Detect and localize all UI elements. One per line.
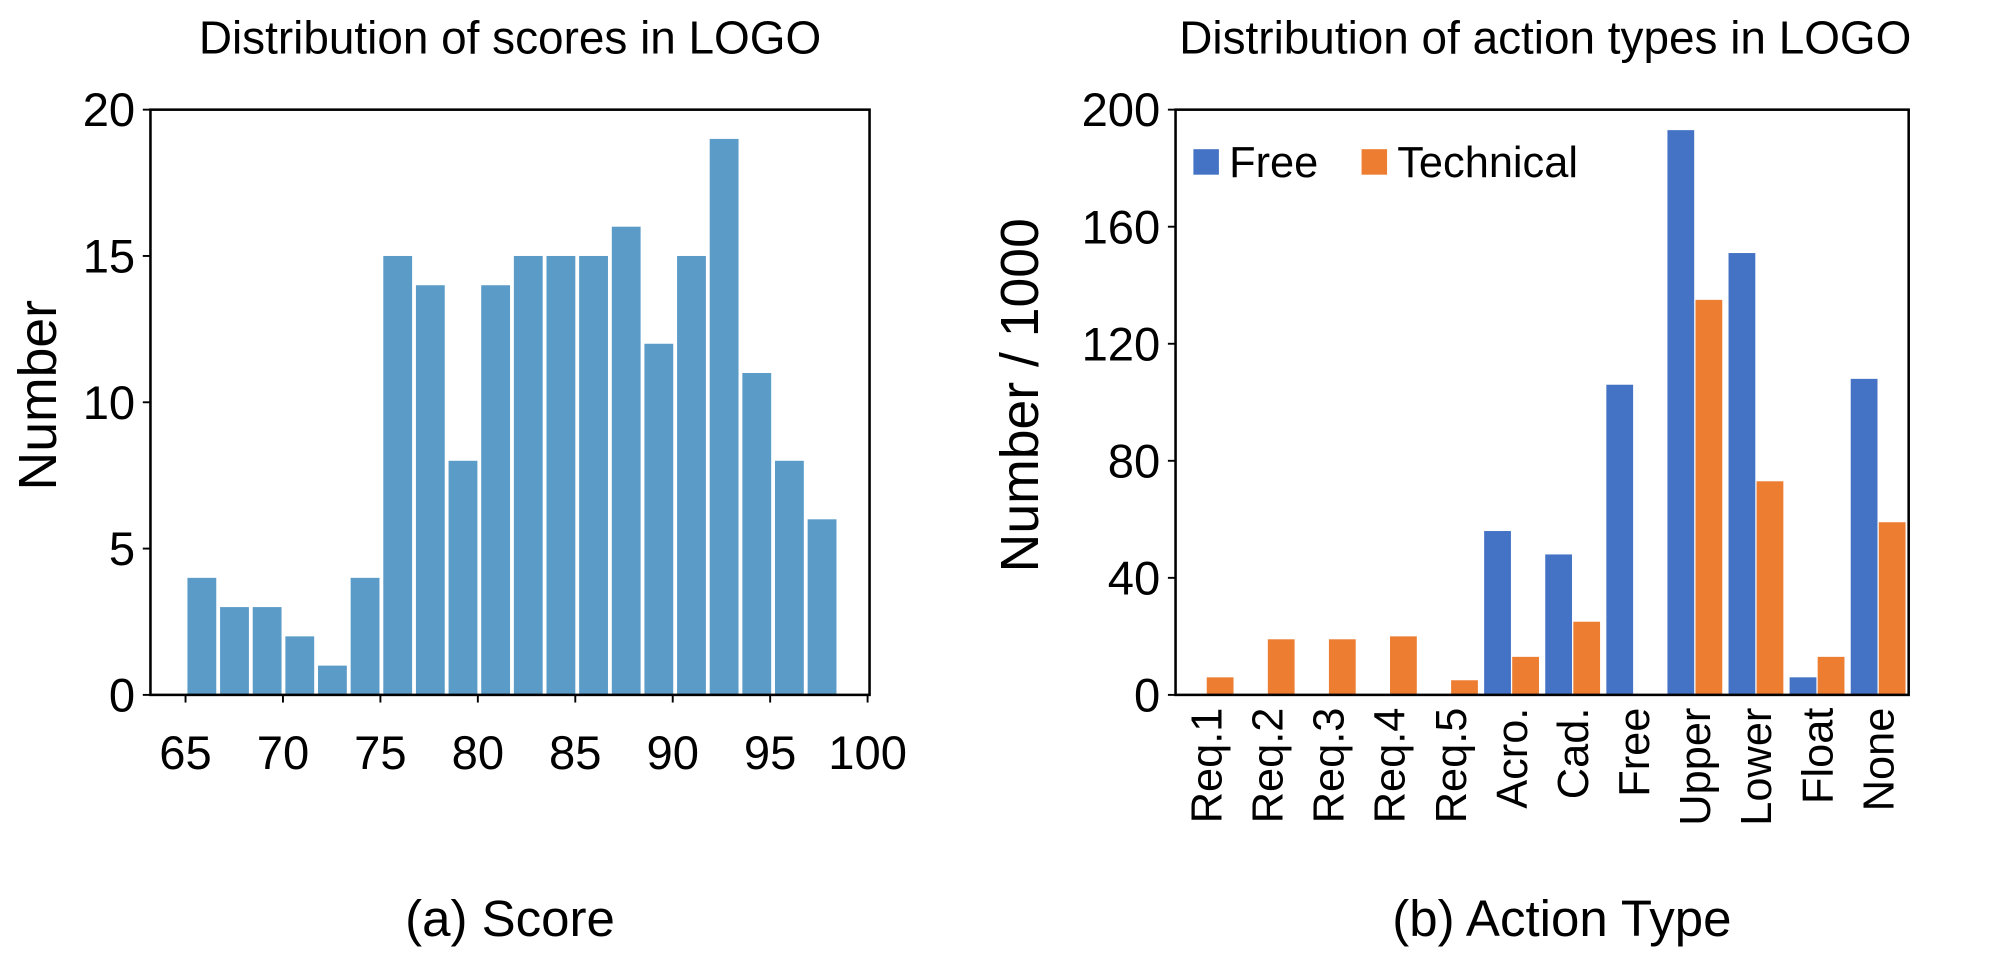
x-tick-label: 100 — [828, 726, 907, 779]
bar — [448, 460, 478, 695]
legend-swatch — [1361, 149, 1388, 175]
chart-title: Distribution of action types in LOGO — [1179, 12, 1911, 64]
bar — [350, 577, 380, 695]
y-axis-label: Number — [9, 300, 68, 490]
bar — [742, 373, 772, 695]
bar — [187, 577, 217, 695]
bar — [709, 138, 739, 695]
x-tick-label: Req.2 — [1244, 708, 1292, 824]
y-tick-label: 40 — [1108, 551, 1160, 604]
bar — [1545, 554, 1573, 695]
y-axis-label: Number / 1000 — [991, 218, 1050, 572]
bar — [546, 255, 576, 695]
y-tick-label: 160 — [1082, 200, 1161, 253]
x-tick-label: Upper — [1672, 708, 1720, 826]
bar — [318, 665, 347, 695]
bar — [677, 255, 706, 695]
y-tick-label: 15 — [83, 230, 135, 283]
bar — [1573, 621, 1601, 695]
y-tick-label: 0 — [1134, 668, 1160, 721]
x-tick-label: Lower — [1733, 708, 1781, 826]
bar — [1206, 677, 1234, 695]
legend-swatch — [1193, 149, 1219, 175]
bar — [1728, 253, 1756, 695]
bar — [774, 460, 804, 695]
bar — [383, 255, 413, 695]
x-tick-label: None — [1855, 708, 1903, 812]
bar — [1789, 677, 1817, 695]
bar — [1695, 299, 1723, 695]
legend-label: Free — [1229, 139, 1318, 187]
bar — [1484, 531, 1511, 695]
x-tick-label: 95 — [744, 726, 796, 779]
bar — [1606, 384, 1634, 695]
y-tick-label: 10 — [83, 376, 135, 429]
x-tick-label: 70 — [257, 726, 309, 779]
chart-title: Distribution of scores in LOGO — [199, 12, 821, 64]
bar — [1667, 130, 1695, 695]
x-tick-label: 65 — [159, 726, 211, 779]
x-tick-label: 80 — [452, 726, 504, 779]
x-tick-label: Cad. — [1550, 708, 1598, 800]
x-tick-label: 85 — [549, 726, 601, 779]
x-tick-label: 75 — [354, 726, 406, 779]
bar — [1451, 680, 1478, 695]
x-axis-label: (a) Score — [405, 890, 615, 947]
x-tick-label: Req.4 — [1367, 708, 1415, 824]
y-tick-label: 20 — [83, 83, 135, 136]
bar — [579, 255, 608, 695]
y-tick-label: 200 — [1082, 83, 1161, 136]
y-tick-label: 120 — [1082, 317, 1161, 370]
bar — [252, 607, 282, 695]
x-axis-label: (b) Action Type — [1392, 890, 1731, 947]
y-tick-label: 5 — [109, 522, 135, 575]
bar — [1850, 378, 1878, 695]
x-tick-label: Acro. — [1489, 708, 1537, 809]
x-tick-label: Req.1 — [1183, 708, 1231, 824]
plot-frame — [1174, 108, 1910, 697]
x-tick-label: Float — [1794, 708, 1842, 804]
bar — [415, 285, 445, 695]
x-tick-label: Free — [1611, 708, 1659, 797]
bar — [1328, 639, 1356, 695]
bar — [1878, 522, 1906, 695]
x-tick-label: Req.5 — [1428, 708, 1476, 824]
bar — [285, 636, 315, 695]
x-tick-label: Req.3 — [1306, 708, 1354, 824]
bar — [1390, 636, 1417, 695]
bar — [220, 607, 249, 695]
bar — [1756, 481, 1784, 695]
bar — [807, 519, 837, 695]
plot-frame — [149, 108, 871, 697]
bar — [1512, 656, 1539, 695]
bar — [611, 226, 641, 695]
bar — [1267, 639, 1295, 695]
y-tick-label: 0 — [109, 668, 135, 721]
x-tick-label: 90 — [646, 726, 698, 779]
bar — [481, 285, 511, 695]
legend-label: Technical — [1397, 139, 1578, 187]
bar — [1817, 656, 1845, 695]
y-tick-label: 80 — [1108, 434, 1160, 487]
bar — [513, 255, 543, 695]
bar — [644, 343, 674, 695]
